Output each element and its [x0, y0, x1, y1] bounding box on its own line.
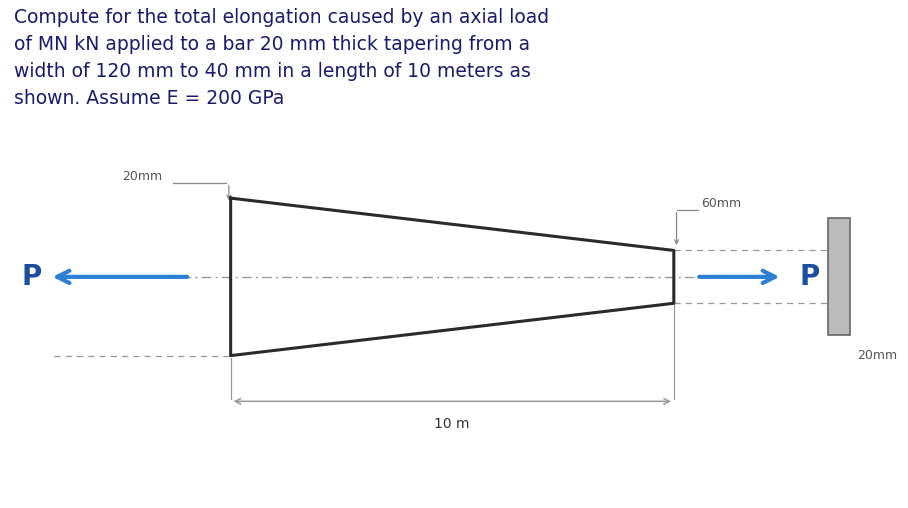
Bar: [827, 218, 850, 335]
Text: 20mm: 20mm: [857, 349, 898, 362]
Text: 10 m: 10 m: [435, 417, 470, 431]
Text: P: P: [22, 263, 42, 291]
Text: 60mm: 60mm: [701, 197, 741, 210]
Text: 20mm: 20mm: [122, 170, 163, 183]
Text: Compute for the total elongation caused by an axial load
of MN kN applied to a b: Compute for the total elongation caused …: [14, 8, 548, 108]
Text: P: P: [799, 263, 820, 291]
